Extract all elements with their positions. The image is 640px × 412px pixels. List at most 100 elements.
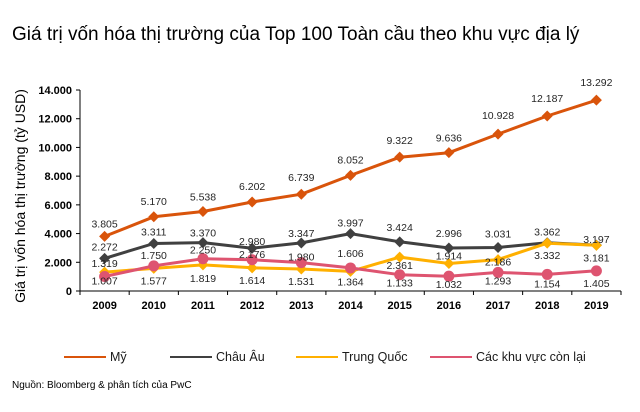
data-point	[394, 269, 406, 281]
data-point	[443, 258, 455, 270]
y-axis-label: Giá trị vốn hóa thị trường (tỷ USD)	[12, 89, 28, 303]
data-label: 2.250	[190, 245, 216, 257]
y-tick-label: 12.000	[38, 114, 72, 126]
data-point	[295, 237, 307, 249]
data-point	[99, 271, 111, 283]
data-point	[197, 253, 209, 265]
data-point	[492, 266, 504, 278]
data-label: 1.614	[239, 275, 265, 287]
data-point	[590, 239, 602, 251]
x-tick-label: 2019	[584, 300, 608, 312]
data-point	[394, 251, 406, 263]
data-label: 3.362	[534, 227, 560, 239]
data-point	[492, 241, 504, 253]
legend-item: Trung Quốc	[296, 350, 408, 364]
data-label: 10.928	[482, 110, 514, 122]
data-point	[99, 252, 111, 264]
data-label: 2.996	[436, 228, 462, 240]
data-point	[541, 268, 553, 280]
data-label: 1.606	[337, 248, 363, 260]
y-tick-label: 10.000	[38, 142, 72, 154]
data-point	[590, 94, 602, 106]
data-point	[443, 242, 455, 254]
data-labels: 3.805 5.170 5.538 6.202 6.739 8.052 9.322 9.636…	[91, 77, 612, 291]
y-tick-label: 6.000	[44, 200, 72, 212]
data-label: 2.176	[239, 249, 265, 261]
data-label: 3.370	[190, 228, 216, 240]
x-tick-label: 2016	[437, 300, 461, 312]
data-label: 2.980	[239, 236, 265, 248]
y-tick-label: 14.000	[38, 85, 72, 97]
data-point	[590, 265, 602, 277]
y-tick-label: 4.000	[44, 229, 72, 241]
source-note: Nguồn: Bloomberg & phân tích của PwC	[12, 379, 192, 391]
data-label: 8.052	[337, 154, 363, 166]
data-label: 1.007	[91, 276, 117, 288]
data-label: 3.031	[485, 228, 511, 240]
data-label: 9.636	[436, 133, 462, 145]
data-label: 1.750	[141, 250, 167, 262]
data-label: 3.181	[583, 252, 609, 264]
y-tick-label: 8.000	[44, 171, 72, 183]
data-point	[148, 237, 160, 249]
legend-label: Các khu vực còn lại	[476, 350, 586, 364]
data-point	[148, 211, 160, 223]
data-label: 3.805	[91, 218, 117, 230]
legend-item: Các khu vực còn lại	[430, 350, 586, 364]
data-point	[345, 228, 356, 240]
series-markers	[99, 94, 602, 283]
legend-label: Trung Quốc	[342, 350, 408, 364]
data-label: 2.361	[387, 260, 413, 272]
data-label: 5.538	[190, 191, 216, 203]
data-label: 5.170	[141, 196, 167, 208]
data-point	[246, 262, 258, 274]
data-label: 13.292	[580, 77, 612, 89]
legend-item: Mỹ	[64, 350, 127, 364]
data-point	[443, 270, 455, 282]
data-point	[246, 254, 258, 266]
x-tick-label: 2017	[486, 300, 510, 312]
data-label: 1.819	[190, 273, 216, 285]
data-label: 3.424	[387, 222, 413, 234]
data-point	[541, 237, 553, 249]
data-label: 1.577	[141, 275, 167, 287]
legend: Mỹ Châu Âu Trung Quốc Các khu vực còn lại	[64, 349, 586, 364]
x-tick-label: 2009	[92, 300, 116, 312]
data-point	[345, 169, 356, 181]
data-point	[394, 151, 406, 163]
data-label: 1.032	[436, 279, 462, 291]
data-point	[492, 254, 504, 266]
data-point	[443, 147, 455, 159]
data-label: 3.347	[288, 228, 314, 240]
data-label: 1.980	[288, 252, 314, 264]
data-label: 3.311	[141, 226, 167, 238]
data-label: 3.332	[534, 250, 560, 262]
data-point	[246, 196, 258, 208]
x-tick-label: 2018	[535, 300, 559, 312]
legend-label: Mỹ	[110, 350, 127, 364]
x-tick-label: 2010	[142, 300, 166, 312]
data-point	[492, 128, 504, 140]
data-point	[295, 257, 307, 269]
data-label: 12.187	[531, 93, 563, 105]
x-tick-label: 2013	[289, 300, 313, 312]
data-point	[345, 262, 356, 274]
data-point	[99, 230, 111, 242]
series-line-0	[104, 98, 597, 238]
x-tick-label: 2015	[387, 300, 411, 312]
x-tick-label: 2014	[338, 300, 363, 312]
legend-label: Châu Âu	[216, 349, 265, 364]
data-label: 1.133	[387, 278, 413, 290]
data-label: 6.739	[288, 172, 314, 184]
data-point	[197, 205, 209, 217]
x-tick-label: 2012	[240, 300, 264, 312]
chart-title: Giá trị vốn hóa thị trường của Top 100 T…	[12, 24, 580, 45]
axes: 0 2.000 4.000 6.000 8.000 10.000 12.000 14.000 2…	[38, 85, 622, 312]
legend-item: Châu Âu	[170, 349, 265, 364]
data-point	[148, 260, 160, 272]
data-label: 1.405	[583, 278, 609, 290]
data-label: 1.154	[534, 278, 560, 290]
data-label: 3.197	[583, 234, 609, 246]
data-label: 2.272	[91, 241, 117, 253]
